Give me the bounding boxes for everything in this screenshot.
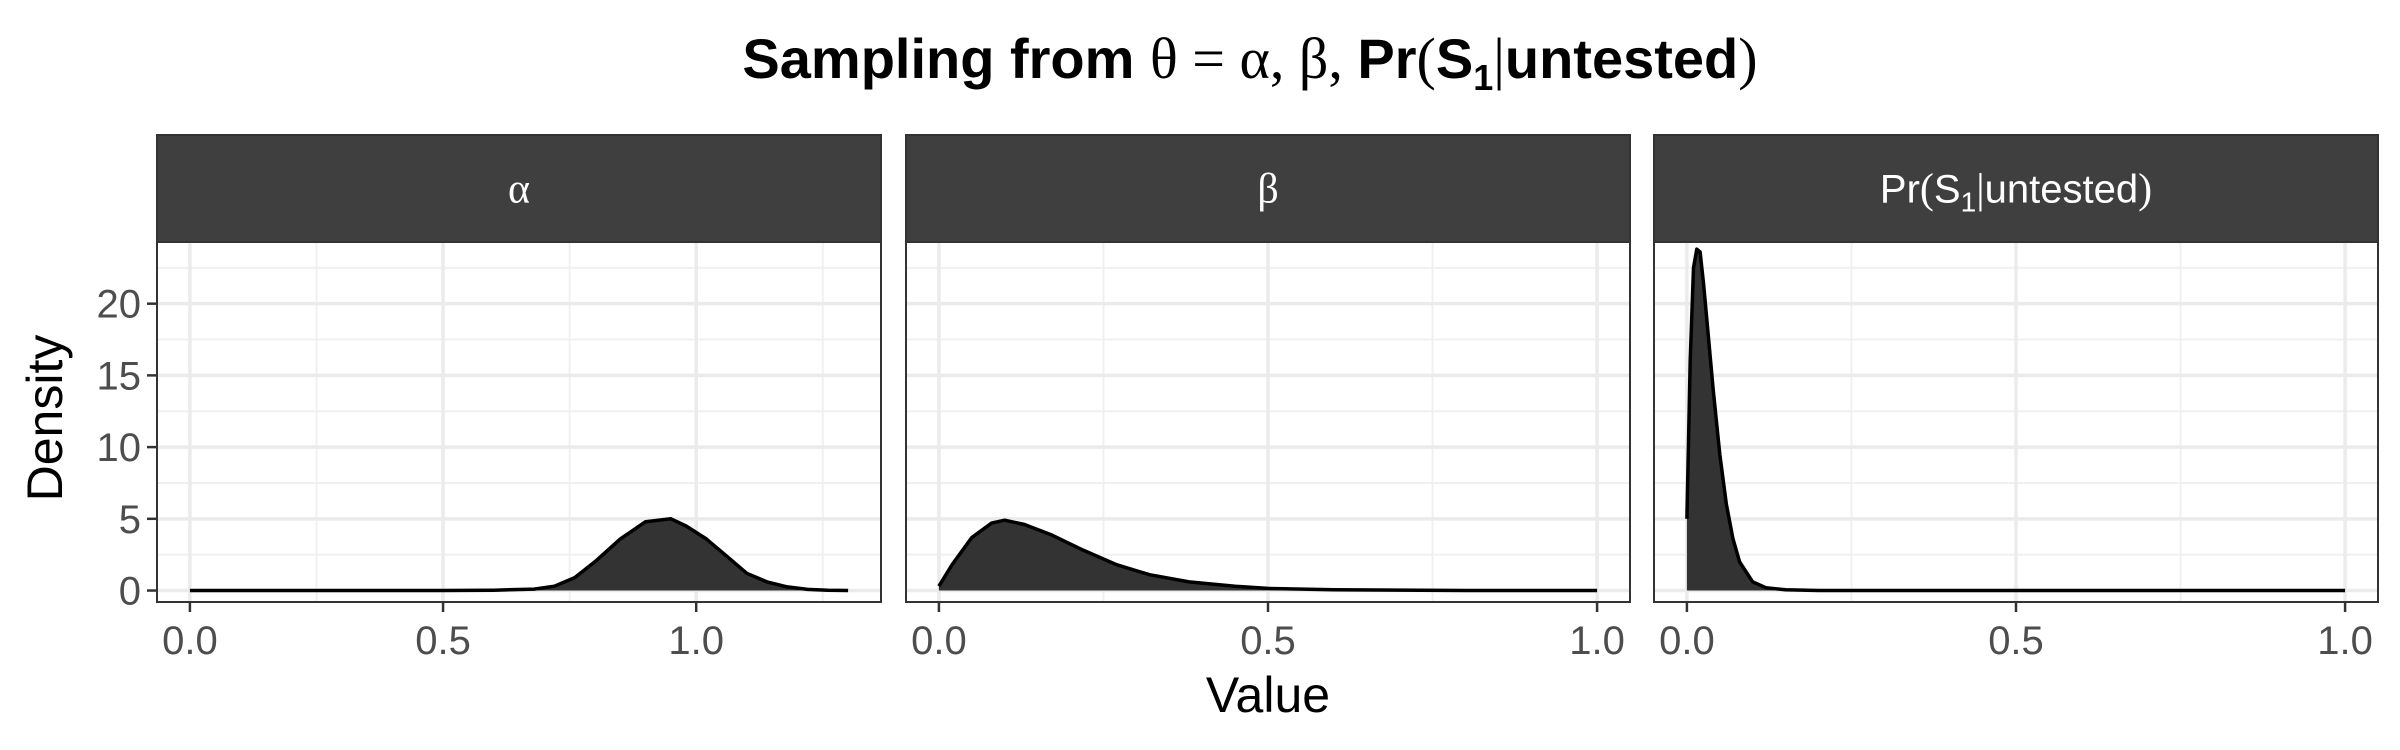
x-tick-label: 0.0 xyxy=(1659,619,1715,663)
chart-title-subscript: 1 xyxy=(1473,57,1493,98)
density-line xyxy=(189,517,849,593)
strip-label-s: S xyxy=(1934,168,1961,212)
chart-title-close-paren: ) xyxy=(1738,26,1757,91)
facet-panel-beta: β 0.0 0.5 1.0 xyxy=(905,134,1631,663)
panels-layer: α 0.0 0.5 1.0 β 0.0 0.5 1.0 Pr(S1|untested) 0.0 0.… xyxy=(156,134,2379,663)
y-tick-label: 10 xyxy=(97,426,142,470)
facet-panel-alpha: α 0.0 0.5 1.0 xyxy=(156,134,882,663)
chart-title: Sampling from θ = α, β, Pr(S1|untested) xyxy=(742,26,1757,98)
facet-strip-label: Pr(S1|untested) xyxy=(1880,167,2152,218)
y-tick-label: 15 xyxy=(97,354,142,398)
density-area xyxy=(938,520,1598,591)
strip-label-close-paren: ) xyxy=(2138,167,2152,213)
chart-title-theta: θ = α, β, xyxy=(1150,26,1357,91)
facet-strip xyxy=(156,134,882,243)
chart-title-untested: untested xyxy=(1505,27,1738,90)
strip-label-untested: untested xyxy=(1985,168,2138,212)
x-tick-label: 0.5 xyxy=(415,619,471,663)
strip-label-open-paren: ( xyxy=(1920,167,1934,213)
facet-strip xyxy=(1653,134,2379,243)
chart-title-pr: Pr xyxy=(1357,27,1416,90)
panel-background xyxy=(157,242,881,602)
x-tick-label: 1.0 xyxy=(1569,619,1625,663)
y-tick-label: 20 xyxy=(97,283,142,327)
x-tick-label: 1.0 xyxy=(668,619,724,663)
y-tick-label: 0 xyxy=(119,570,141,614)
x-tick-label: 0.0 xyxy=(911,619,967,663)
facet-strip-label: β xyxy=(1257,167,1278,213)
y-tick-label: 5 xyxy=(119,498,141,542)
x-tick-label: 0.0 xyxy=(162,619,218,663)
facet-strip-label: α xyxy=(508,167,530,213)
x-axis-title: Value xyxy=(1206,667,1330,723)
density-line xyxy=(1685,247,2346,593)
chart-title-prefix: Sampling from xyxy=(742,27,1150,90)
strip-label-bar: | xyxy=(1976,167,1984,213)
chart-title-s: S xyxy=(1436,27,1473,90)
x-tick-label: 1.0 xyxy=(2317,619,2373,663)
density-area xyxy=(189,518,849,591)
strip-label-subscript: 1 xyxy=(1961,187,1977,218)
density-line xyxy=(937,518,1598,593)
strip-label-pr: Pr xyxy=(1880,168,1920,212)
x-tick-label: 0.5 xyxy=(1240,619,1296,663)
facet-strip xyxy=(905,134,1631,243)
facet-panel-pr: Pr(S1|untested) 0.0 0.5 1.0 xyxy=(1653,134,2379,663)
chart-title-open-paren: ( xyxy=(1417,26,1436,91)
x-tick-label: 0.5 xyxy=(1988,619,2044,663)
chart-title-bar: | xyxy=(1493,26,1505,91)
y-axis-title: Density xyxy=(17,335,73,502)
y-axis: 0 5 10 15 20 xyxy=(97,283,157,614)
